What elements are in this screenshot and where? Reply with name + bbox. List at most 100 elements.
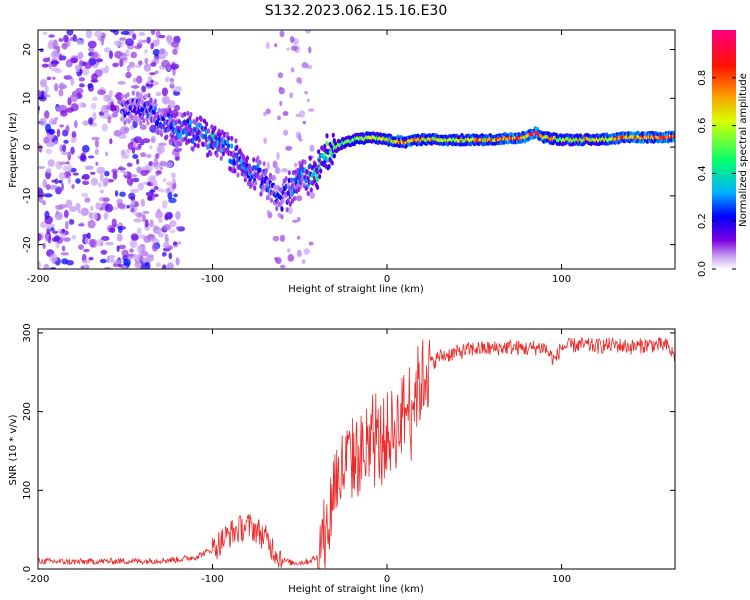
ridge-cell xyxy=(315,169,320,175)
ridge-cell xyxy=(146,120,150,126)
ridge-cell xyxy=(302,182,306,189)
noise-speckle xyxy=(59,124,64,128)
ridge-cell xyxy=(230,135,234,142)
noise-speckle xyxy=(145,153,152,159)
noise-speckle xyxy=(88,256,94,261)
noise-speckle xyxy=(123,258,131,267)
noise-speckle xyxy=(42,242,46,250)
noise-speckle xyxy=(175,156,180,161)
noise-speckle xyxy=(120,57,127,61)
noise-speckle xyxy=(57,179,63,184)
ridge-cell xyxy=(207,128,211,134)
ridge-cell xyxy=(153,98,157,104)
noise-speckle xyxy=(173,104,181,111)
noise-speckle xyxy=(45,142,54,148)
noise-speckle xyxy=(175,210,181,220)
noise-speckle xyxy=(145,191,154,197)
noise-speckle xyxy=(90,177,99,186)
noise-speckle xyxy=(298,138,303,142)
ridge-cell xyxy=(245,155,250,161)
noise-speckle xyxy=(86,232,91,239)
ridge-cell xyxy=(327,163,331,170)
noise-speckle xyxy=(89,205,94,211)
ridge-cell xyxy=(142,118,146,124)
noise-speckle xyxy=(103,212,109,219)
snr-panel: -200 -100 0 100 0 100 200 300 Height of straig… xyxy=(8,323,676,595)
noise-speckle xyxy=(132,33,137,41)
noise-speckle xyxy=(157,188,165,193)
ridge-cell xyxy=(235,152,239,158)
noise-speckle xyxy=(141,39,147,43)
noise-speckle xyxy=(149,72,156,76)
noise-speckle xyxy=(100,241,104,246)
noise-speckle xyxy=(156,37,160,46)
noise-speckle xyxy=(279,264,286,269)
ridge-cell xyxy=(252,157,256,163)
noise-speckle xyxy=(62,237,71,242)
noise-speckle xyxy=(148,145,153,150)
noise-speckle xyxy=(61,245,66,252)
noise-speckle xyxy=(283,129,289,136)
noise-speckle xyxy=(113,259,123,265)
noise-speckle xyxy=(166,262,174,269)
snr-series-line xyxy=(38,337,675,569)
noise-speckle xyxy=(75,178,81,184)
noise-speckle xyxy=(83,248,90,253)
noise-speckle xyxy=(150,79,154,84)
noise-speckle xyxy=(52,45,59,50)
noise-speckle xyxy=(75,202,81,211)
noise-speckle xyxy=(166,181,173,187)
ridge-cell xyxy=(157,107,162,113)
noise-speckle xyxy=(156,208,161,214)
noise-speckle xyxy=(161,59,170,68)
ridge-cell xyxy=(196,143,200,149)
noise-speckle xyxy=(44,85,49,93)
noise-speckle xyxy=(92,51,99,59)
ridge-cell xyxy=(218,132,222,138)
ridge-cell xyxy=(280,206,284,212)
noise-speckle xyxy=(133,218,143,223)
noise-speckle xyxy=(274,257,279,261)
noise-speckle xyxy=(111,168,119,174)
ridge-cell xyxy=(221,151,225,157)
x-tick-label: -100 xyxy=(201,574,224,585)
noise-speckle xyxy=(49,253,58,263)
noise-speckle xyxy=(60,182,65,191)
ridge-cell xyxy=(230,143,234,149)
ridge-cell xyxy=(186,110,190,116)
colorbar-tick-label: 0.4 xyxy=(697,165,708,181)
noise-speckle xyxy=(88,47,95,53)
noise-speckle xyxy=(287,254,295,262)
noise-speckle xyxy=(159,166,164,171)
noise-speckle xyxy=(304,90,308,95)
noise-speckle xyxy=(98,181,102,188)
noise-speckle xyxy=(42,200,46,206)
noise-speckle xyxy=(104,170,110,177)
noise-speckle xyxy=(143,63,152,72)
noise-speckle xyxy=(118,244,126,250)
noise-speckle xyxy=(56,128,61,138)
noise-speckle xyxy=(48,34,55,38)
noise-speckle xyxy=(137,143,142,149)
noise-speckle xyxy=(43,263,50,269)
noise-speckle xyxy=(59,82,65,90)
noise-speckle xyxy=(81,144,90,153)
noise-speckle xyxy=(145,255,155,262)
noise-speckle xyxy=(66,161,70,165)
noise-speckle xyxy=(136,166,143,174)
noise-speckle xyxy=(84,174,90,180)
noise-speckle xyxy=(54,178,59,185)
noise-speckle xyxy=(38,191,45,198)
noise-speckle xyxy=(159,160,167,167)
noise-speckle xyxy=(65,125,70,133)
colorbar-tick-label: 0.8 xyxy=(697,70,708,86)
noise-speckle xyxy=(290,67,295,73)
noise-speckle xyxy=(62,165,69,172)
noise-speckle xyxy=(55,204,64,210)
noise-speckle xyxy=(154,70,159,75)
noise-speckle xyxy=(99,115,109,119)
noise-speckle xyxy=(136,244,144,254)
spectrogram-plot-area xyxy=(38,30,675,269)
noise-speckle xyxy=(101,235,110,241)
ridge-cell xyxy=(262,161,266,167)
